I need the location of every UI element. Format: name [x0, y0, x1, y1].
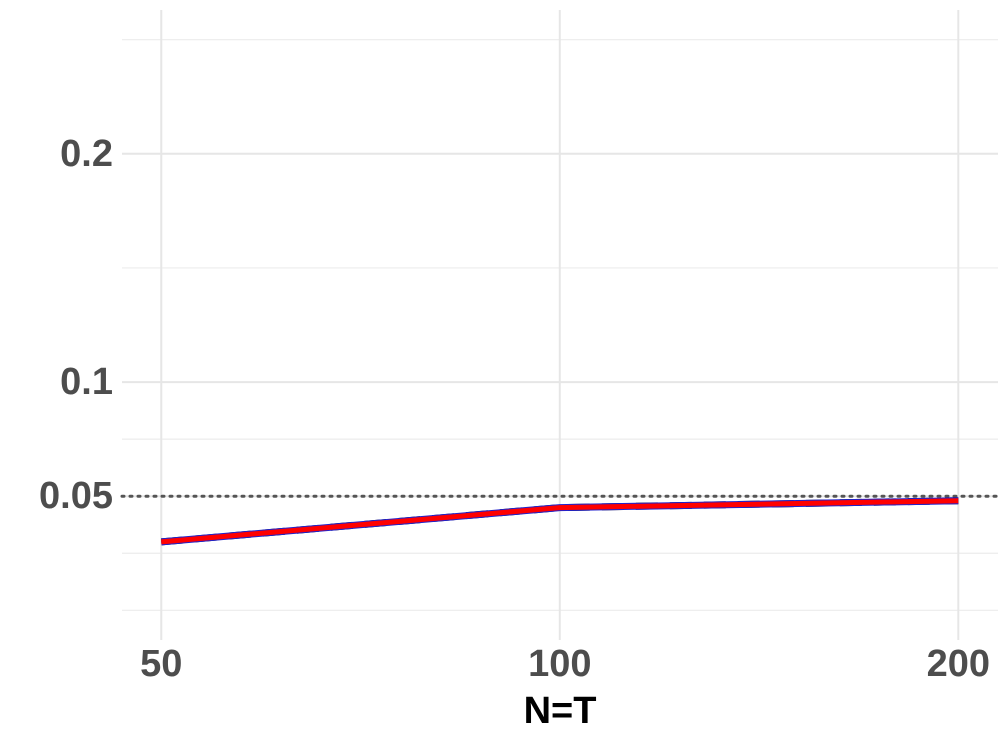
x-axis-title: N=T — [524, 690, 597, 732]
y-tick-label: 0.05 — [39, 475, 113, 517]
x-tick-label: 200 — [927, 643, 990, 685]
x-tick-label: 50 — [140, 643, 182, 685]
line-series — [161, 498, 959, 545]
y-tick-label: 0.1 — [60, 361, 113, 403]
x-tick-label: 100 — [528, 643, 591, 685]
y-tick-label: 0.2 — [60, 133, 113, 175]
